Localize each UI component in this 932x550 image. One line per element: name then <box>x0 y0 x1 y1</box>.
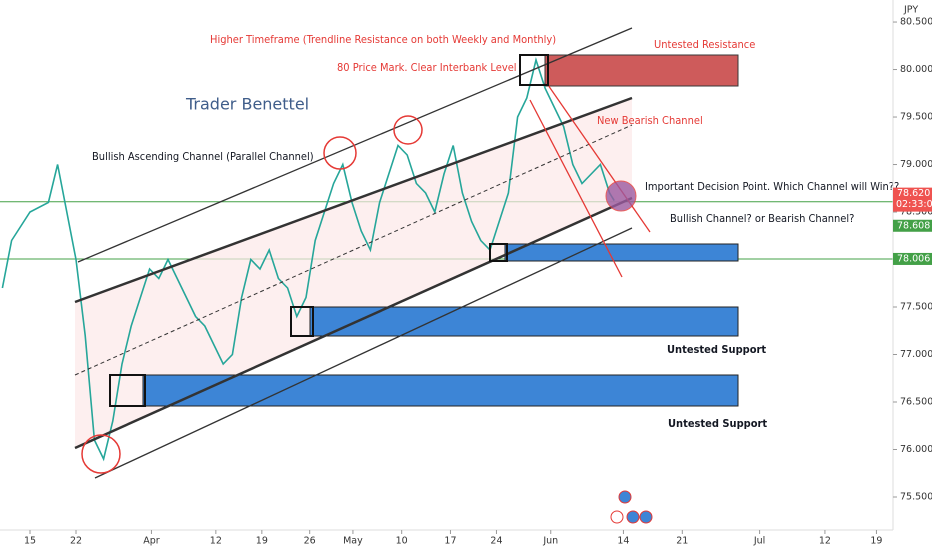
annotation: Important Decision Point. Which Channel … <box>645 180 899 193</box>
price-series <box>1 57 615 462</box>
y-tick-label: 79.000 <box>900 159 932 170</box>
highlight-box <box>489 243 508 262</box>
resistance-zone <box>544 54 739 87</box>
highlight-circle <box>393 115 423 145</box>
x-tick-label: May <box>343 536 363 547</box>
bearish-line <box>547 84 651 233</box>
event-icon <box>618 490 632 504</box>
annotation: Untested Support <box>667 343 766 356</box>
y-tick-label: 76.500 <box>900 397 932 408</box>
event-icon <box>626 510 640 524</box>
x-tick-label: Jun <box>542 536 558 547</box>
highlight-circle <box>81 434 121 474</box>
highlight-box <box>290 306 314 337</box>
x-tick-label: 17 <box>444 536 456 547</box>
x-tick-label: 26 <box>304 536 316 547</box>
x-tick-label: Apr <box>143 536 160 547</box>
x-tick-label: 12 <box>210 536 222 547</box>
annotation: Untested Resistance <box>654 38 755 51</box>
y-tick-label: 78.500 <box>900 207 932 218</box>
annotation: Bullish Channel? or Bearish Channel? <box>670 212 854 225</box>
event-icon <box>639 510 653 524</box>
currency-label: JPY <box>903 5 918 16</box>
support-zone <box>504 243 739 262</box>
highlight-box <box>519 54 549 86</box>
x-tick-label: 24 <box>490 536 502 547</box>
highlight-circle <box>323 136 357 170</box>
price-label: 78.620 <box>897 188 930 199</box>
y-tick-label: 77.000 <box>900 349 932 360</box>
chart-title: Trader Benettel <box>185 95 309 114</box>
price-label-bg <box>893 187 932 212</box>
annotation: Untested Support <box>668 417 767 430</box>
decision-point <box>605 180 637 212</box>
channel-line <box>74 196 633 450</box>
annotation: Bullish Ascending Channel (Parallel Chan… <box>92 150 314 163</box>
x-tick-label: 19 <box>256 536 268 547</box>
channel-line <box>74 96 633 304</box>
x-tick-label: 22 <box>70 536 82 547</box>
highlight-box <box>109 374 146 407</box>
channel-midline <box>74 124 633 376</box>
x-tick-label: 10 <box>396 536 408 547</box>
price-line <box>1 57 615 462</box>
y-tick-label: 79.500 <box>900 112 932 123</box>
annotation: Higher Timeframe (Trendline Resistance o… <box>210 33 556 46</box>
y-tick-label: 77.500 <box>900 302 932 313</box>
x-tick-label: Jul <box>753 536 765 547</box>
support-zone <box>142 374 739 407</box>
countdown: 02:33:05 <box>896 199 932 210</box>
support-zone <box>309 306 739 337</box>
x-tick-label: 21 <box>676 536 688 547</box>
channel-line <box>94 227 633 479</box>
price-label: 78.006 <box>897 253 930 264</box>
channel-line <box>77 27 633 263</box>
bearish-line <box>529 99 623 278</box>
channel-fill <box>75 98 632 448</box>
x-tick-label: 19 <box>870 536 882 547</box>
x-tick-label: 14 <box>617 536 629 547</box>
y-tick-label: 76.000 <box>900 444 932 455</box>
price-label: 78.608 <box>897 220 930 231</box>
price-label-bg <box>893 219 932 232</box>
y-tick-label: 80.000 <box>900 64 932 75</box>
y-tick-label: 75.500 <box>900 491 932 502</box>
event-icon <box>610 510 624 524</box>
annotation: New Bearish Channel <box>597 114 703 127</box>
x-tick-label: 12 <box>819 536 831 547</box>
annotation: 80 Price Mark. Clear Interbank Level <box>337 61 517 74</box>
y-tick-label: 80.500 <box>900 17 932 28</box>
x-tick-label: 15 <box>24 536 36 547</box>
price-label-bg <box>893 252 932 265</box>
